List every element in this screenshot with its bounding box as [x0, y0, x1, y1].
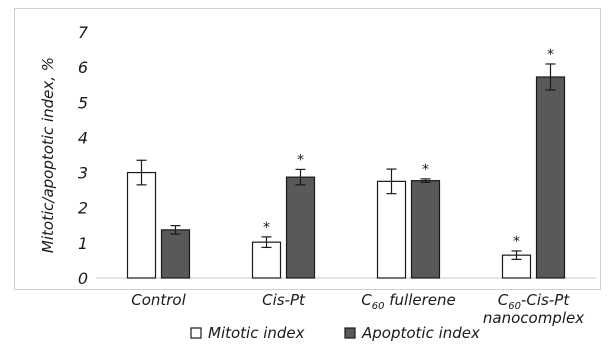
apoptotic-bar — [285, 176, 316, 279]
significance-star: * — [422, 162, 429, 178]
y-tick-label: 7 — [78, 23, 89, 42]
significance-star: * — [513, 234, 520, 250]
y-tick-label: 2 — [78, 199, 88, 218]
x-category-label: C60 fullerene — [361, 291, 455, 312]
mitotic-bar — [376, 180, 407, 279]
y-tick-label: 3 — [78, 164, 88, 183]
mitotic-bar — [126, 171, 157, 279]
y-axis-label: Mitotic/apoptotic index, % — [39, 57, 57, 253]
y-tick-label: 0 — [78, 269, 88, 288]
apoptotic-bar — [535, 76, 566, 279]
y-tick-label: 5 — [78, 93, 88, 112]
apoptotic-bar — [410, 180, 441, 279]
significance-star: * — [263, 220, 270, 236]
mitotic-legend-swatch — [190, 327, 202, 339]
mitotic-bar — [251, 241, 282, 279]
apoptotic-bar — [160, 229, 191, 279]
legend-label: Apoptotic index — [361, 324, 480, 342]
y-tick-label: 4 — [78, 128, 88, 147]
y-tick-label: 6 — [78, 58, 88, 77]
x-category-label: C60-Cis-Pt — [498, 291, 571, 312]
significance-star: * — [297, 152, 304, 168]
chart-frame — [14, 8, 601, 290]
x-category-label: Control — [131, 291, 186, 309]
significance-star: * — [547, 47, 554, 63]
x-category-label-line2: nanocomplex — [483, 309, 584, 327]
y-tick-label: 1 — [78, 234, 88, 253]
legend-label: Mitotic index — [208, 324, 305, 342]
x-category-label: Cis-Pt — [262, 291, 306, 309]
apoptotic-legend-swatch — [344, 327, 356, 339]
